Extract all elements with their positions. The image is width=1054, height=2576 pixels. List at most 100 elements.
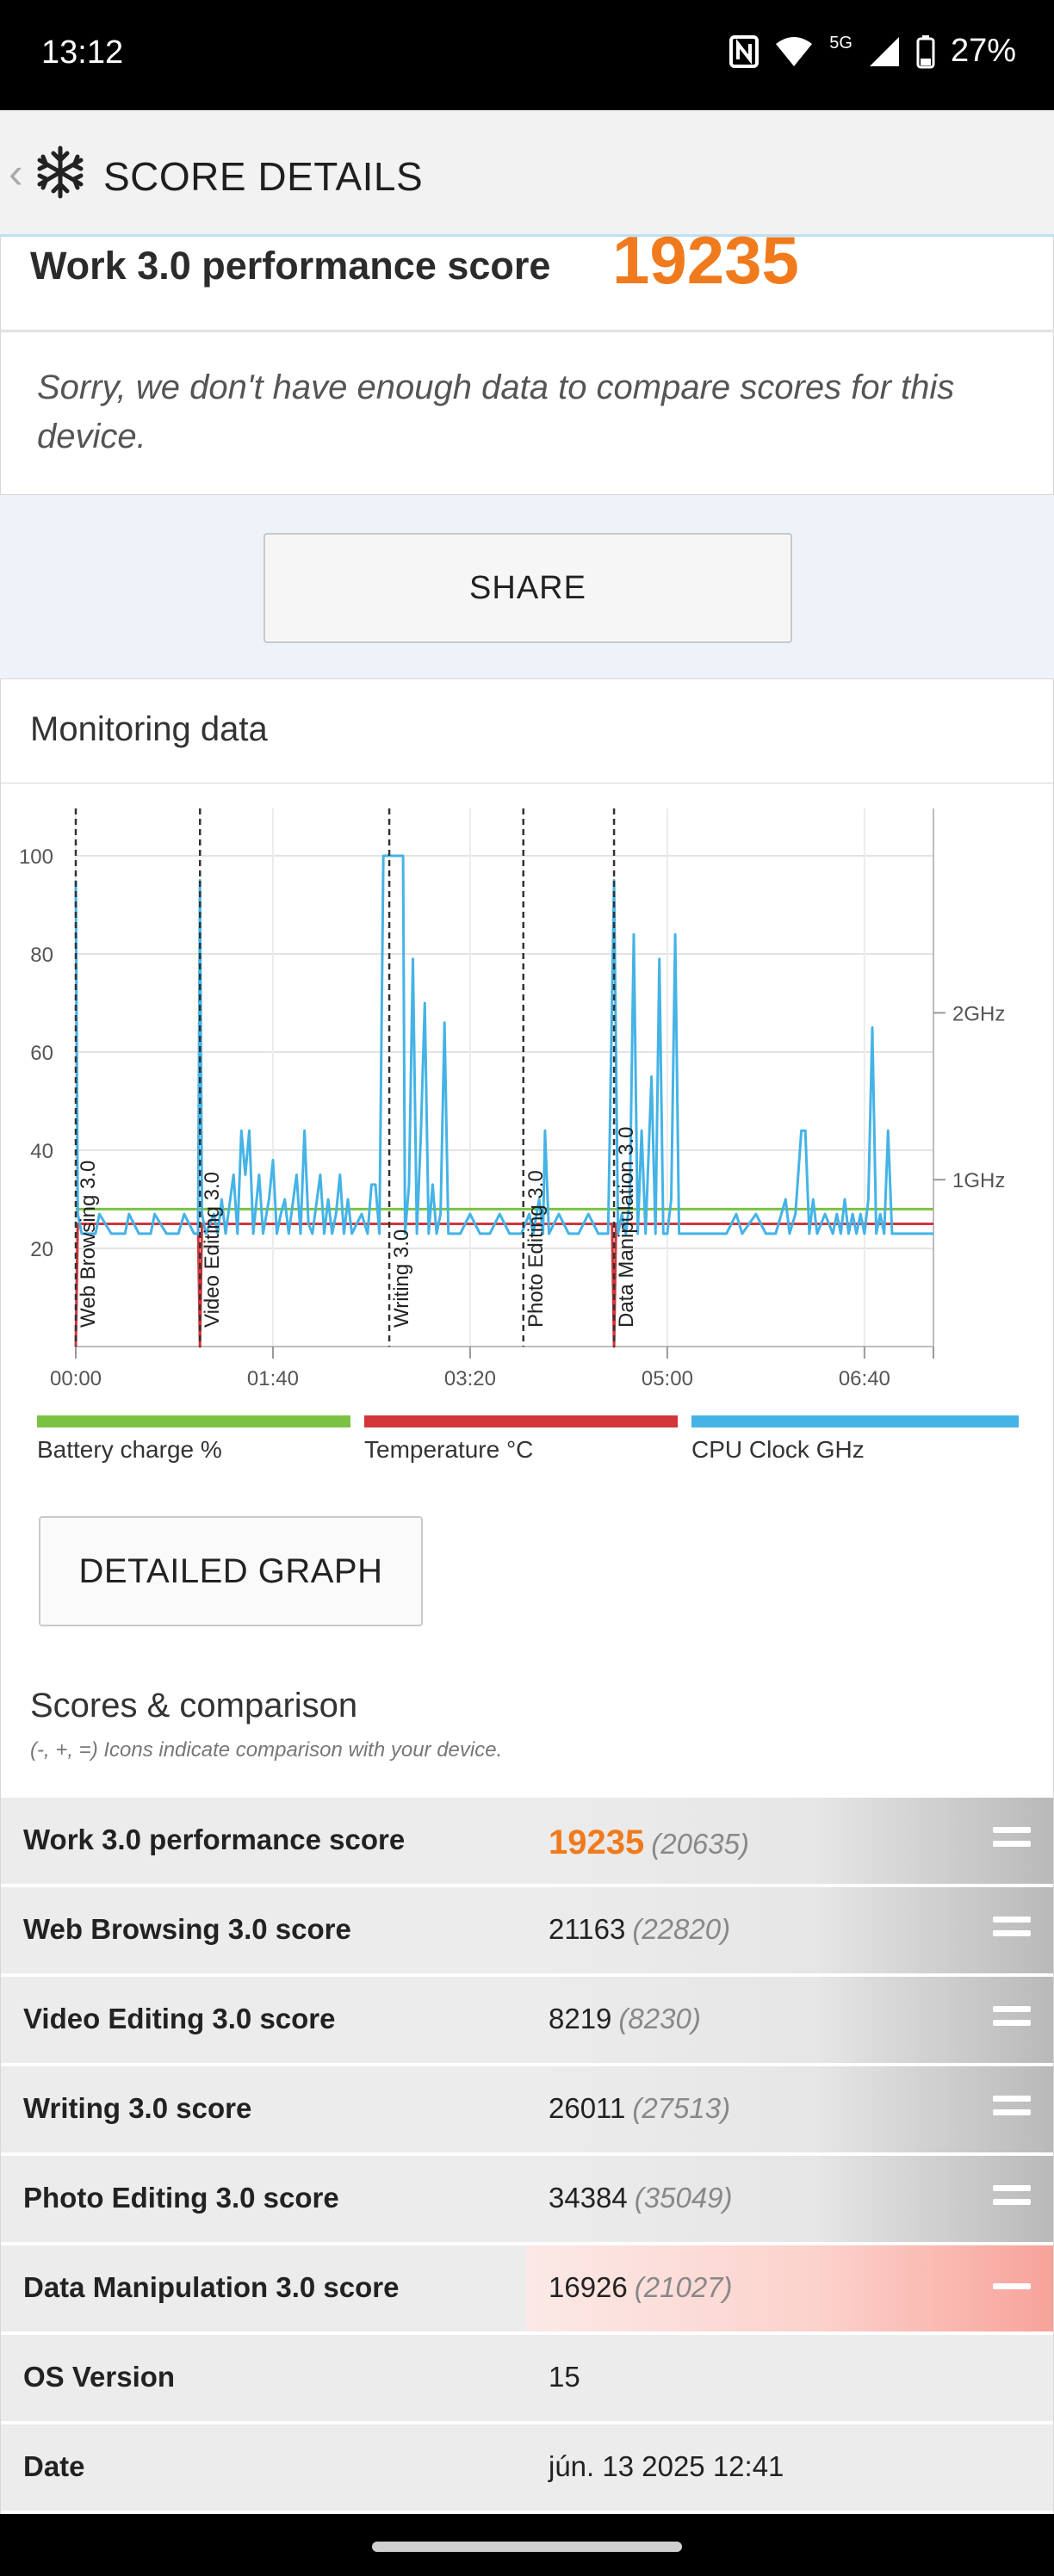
- monitoring-header: Monitoring data: [1, 679, 1053, 783]
- row-name: OS Version: [23, 2361, 176, 2393]
- score-card: Work 3.0 performance score 19235: [0, 222, 1054, 331]
- monitoring-title: Monitoring data: [30, 710, 268, 748]
- row-score: 8219: [549, 2003, 612, 2034]
- table-row: OS Version 15: [1, 2334, 1053, 2421]
- row-value-cell: 16926 (21027): [526, 2245, 1053, 2331]
- equal-icon: [993, 1917, 1031, 1941]
- series-line-cpu: [74, 854, 933, 1235]
- row-value: 21163 (22820): [549, 1913, 730, 1946]
- row-value-cell: jún. 13 2025 12:41: [526, 2424, 1053, 2511]
- row-name: Writing 3.0 score: [23, 2092, 252, 2124]
- chevron-left-icon[interactable]: ‹: [9, 149, 23, 197]
- x-tick-label: 05:00: [642, 1367, 693, 1390]
- equal-icon: [993, 1827, 1031, 1851]
- row-name: Photo Editing 3.0 score: [23, 2182, 339, 2214]
- row-compare: (21027): [634, 2271, 733, 2303]
- row-name: Date: [23, 2450, 85, 2482]
- row-compare: (22820): [632, 1913, 731, 1945]
- row-value: 15: [549, 2361, 580, 2393]
- legend-battery-swatch: [37, 1415, 350, 1427]
- row-value: 8219 (8230): [549, 2003, 701, 2035]
- status-bar: 13:12 5G 27%: [0, 0, 1054, 110]
- legend-temperature-label: Temperature °C: [364, 1436, 534, 1463]
- monitoring-card: Monitoring data 20 40 60 80 100 1GHz 2GHz 00:00…: [0, 678, 1054, 2570]
- phase-marker-label: Video Editing 3.0: [201, 1172, 224, 1328]
- row-compare: (27513): [632, 2092, 731, 2124]
- y-tick-label: 60: [30, 1042, 53, 1065]
- score-label: Work 3.0 performance score: [30, 244, 551, 288]
- legend-temperature-swatch: [364, 1415, 678, 1427]
- signal-icon: [869, 36, 899, 66]
- row-value-cell: 26011 (27513): [526, 2066, 1053, 2152]
- row-score: 26011: [549, 2092, 626, 2124]
- x-tick-label: 01:40: [247, 1367, 299, 1390]
- y-right-tick-label: 2GHz: [952, 1002, 1005, 1025]
- row-value: 34384 (35049): [549, 2182, 733, 2214]
- x-tick-label: 06:40: [839, 1367, 890, 1390]
- row-compare: (35049): [634, 2182, 733, 2214]
- app-bar: ‹ SCORE DETAILS: [0, 110, 1054, 237]
- comparison-notice: Sorry, we don't have enough data to comp…: [0, 331, 1054, 495]
- row-value-cell: 19235 (20635): [526, 1798, 1053, 1884]
- legend-temperature: Temperature °C: [364, 1415, 678, 1464]
- scores-note: (-, +, =) Icons indicate comparison with…: [30, 1738, 503, 1762]
- x-tick-label: 00:00: [50, 1367, 102, 1390]
- scores-table: Work 3.0 performance score 19235 (20635) …: [1, 1797, 1053, 2513]
- phase-marker-label: Web Browsing 3.0: [77, 1161, 100, 1328]
- row-value-cell: 34384 (35049): [526, 2156, 1053, 2242]
- table-row: Date jún. 13 2025 12:41: [1, 2424, 1053, 2511]
- navigation-bar: [0, 2514, 1054, 2576]
- table-row: Photo Editing 3.0 score 34384 (35049): [1, 2155, 1053, 2242]
- row-name: Data Manipulation 3.0 score: [23, 2271, 400, 2303]
- detailed-graph-button[interactable]: DETAILED GRAPH: [39, 1516, 423, 1626]
- row-value-cell: 21163 (22820): [526, 1887, 1053, 1973]
- status-time: 13:12: [41, 34, 124, 71]
- row-value: 16926 (21027): [549, 2271, 733, 2304]
- monitoring-chart: 20 40 60 80 100 1GHz 2GHz 00:00 01:40 03:20 05:00 0…: [19, 808, 1005, 1390]
- equal-icon: [993, 2096, 1031, 2120]
- row-score: 34384: [549, 2182, 628, 2214]
- y-tick-label: 40: [30, 1140, 53, 1163]
- row-value: jún. 13 2025 12:41: [549, 2450, 784, 2482]
- table-row: Web Browsing 3.0 score 21163 (22820): [1, 1886, 1053, 1973]
- row-name: Web Browsing 3.0 score: [23, 1913, 351, 1945]
- row-compare: (8230): [618, 2003, 701, 2034]
- y-tick-label: 80: [30, 944, 53, 967]
- row-value-cell: 15: [526, 2335, 1053, 2421]
- row-compare: (20635): [651, 1828, 749, 1860]
- score-value: 19235: [612, 222, 799, 298]
- battery-percent: 27%: [950, 33, 1016, 69]
- scores-title: Scores & comparison: [30, 1687, 358, 1725]
- phase-marker-label: Data Manipulation 3.0: [615, 1127, 638, 1328]
- legend-battery-label: Battery charge %: [37, 1436, 222, 1463]
- row-value: 26011 (27513): [549, 2092, 730, 2125]
- equal-icon: [993, 2006, 1031, 2030]
- network-type: 5G: [829, 34, 852, 53]
- y-tick-label: 100: [19, 845, 53, 869]
- status-icons: 5G 27%: [729, 33, 1016, 70]
- y-right-tick-label: 1GHz: [952, 1169, 1005, 1192]
- home-gesture-handle[interactable]: [372, 2542, 682, 2552]
- table-row: Data Manipulation 3.0 score 16926 (21027): [1, 2245, 1053, 2331]
- notice-text: Sorry, we don't have enough data to comp…: [37, 368, 955, 455]
- wifi-icon: [776, 36, 813, 66]
- row-score: 19235: [549, 1824, 645, 1861]
- row-score: 21163: [549, 1913, 626, 1945]
- y-tick-label: 20: [30, 1238, 53, 1261]
- legend-battery: Battery charge %: [37, 1415, 350, 1464]
- page-title: SCORE DETAILS: [103, 154, 424, 199]
- nfc-icon: [729, 34, 760, 68]
- x-tick-label: 03:20: [444, 1367, 496, 1390]
- table-row: Work 3.0 performance score 19235 (20635): [1, 1797, 1053, 1884]
- share-button[interactable]: SHARE: [264, 533, 792, 643]
- legend-cpu-swatch: [691, 1415, 1019, 1427]
- snowflake-icon: [37, 146, 84, 199]
- phase-marker-label: Photo Editing 3.0: [524, 1170, 548, 1328]
- table-row: Writing 3.0 score 26011 (27513): [1, 2065, 1053, 2152]
- battery-icon: [916, 34, 935, 68]
- row-score: 16926: [549, 2271, 628, 2303]
- minus-icon: [993, 2283, 1031, 2307]
- legend-cpu-label: CPU Clock GHz: [691, 1436, 865, 1463]
- table-row: Video Editing 3.0 score 8219 (8230): [1, 1976, 1053, 2063]
- phase-marker-label: Writing 3.0: [390, 1229, 413, 1328]
